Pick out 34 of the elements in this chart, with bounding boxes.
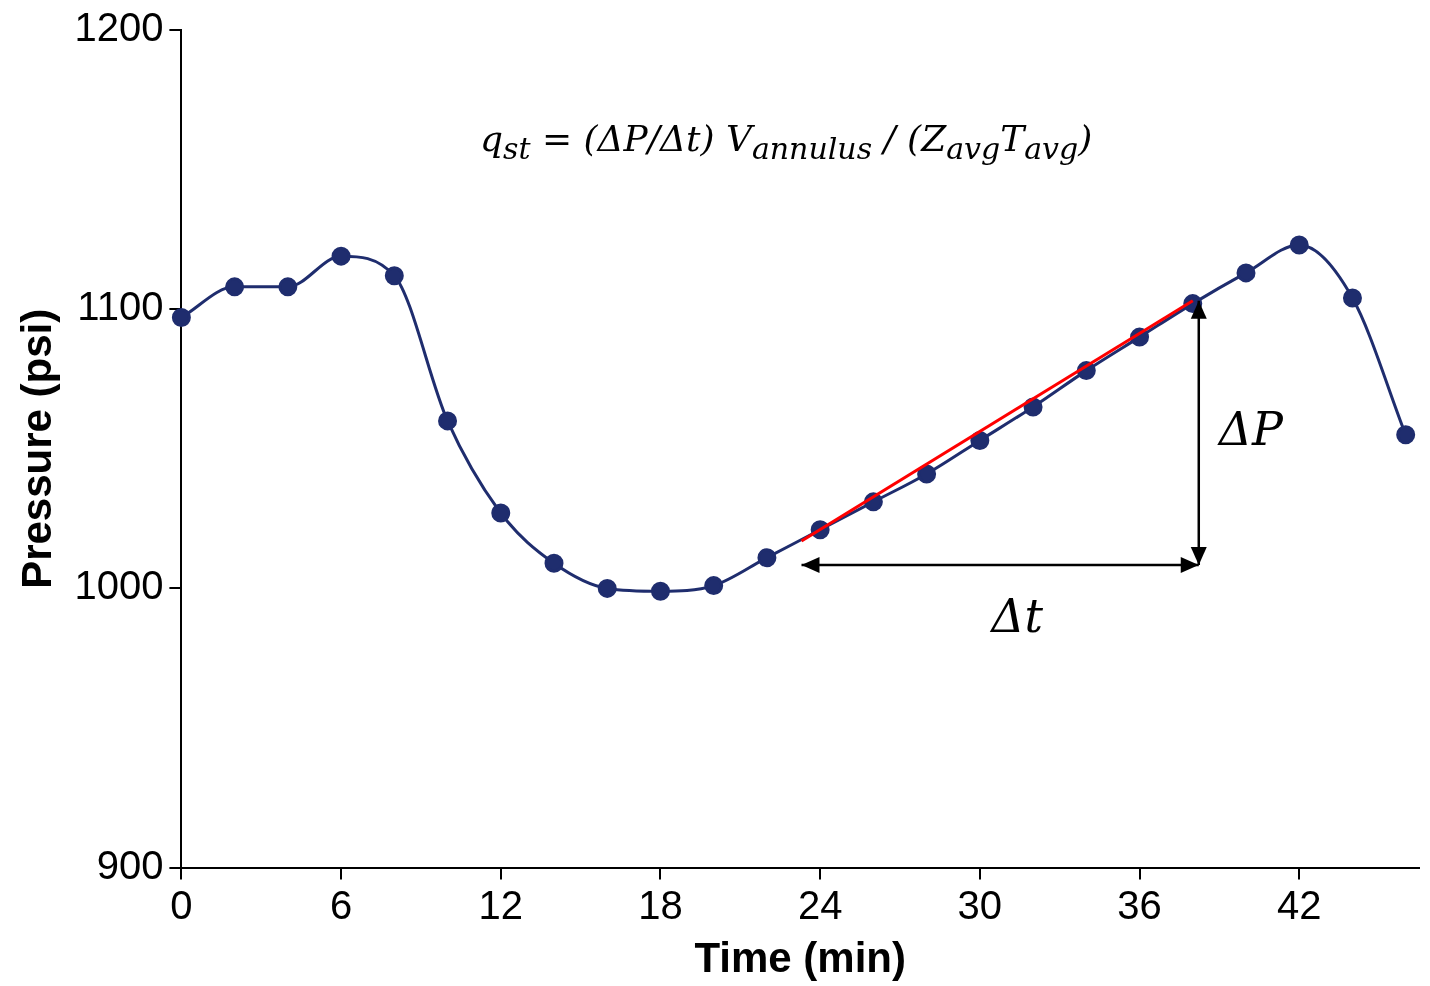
point [597,578,617,598]
point [225,277,245,297]
x-axis-title: Time (min) [694,934,906,982]
y-tick-label: 900 [96,842,164,887]
x-tick-label: 6 [329,882,353,927]
point [1342,288,1362,308]
point [384,266,404,286]
point [650,581,670,601]
y-tick-label: 1200 [74,5,164,50]
x-tick-label: 12 [478,882,524,927]
y-axis-title: Pressure (psi) [12,308,60,589]
y-tick-label: 1100 [77,284,164,329]
point [331,246,351,266]
text: q$_{st}$ = (ΔP/Δt) V$_{annulus}$ / (Z$_{avg}$T$_{avg}$) [480,118,1093,167]
point [1289,235,1309,255]
y-tick-label: 1000 [74,563,164,608]
point [757,548,777,568]
point [438,411,458,431]
point [1236,263,1256,283]
point [278,277,298,297]
annotation: Δt [989,588,1044,643]
point [704,576,724,596]
x-tick-label: 18 [638,882,683,927]
x-tick-label: 30 [957,882,1003,927]
x-tick-label: 36 [1117,882,1162,927]
x-tick-label: 24 [797,882,843,927]
x-tick-label: 0 [170,882,193,927]
annotation: ΔP [1216,401,1284,456]
point [171,308,191,328]
point [1396,425,1416,445]
x-tick-label: 42 [1276,882,1322,927]
point [491,503,511,523]
point [917,464,937,484]
point [544,553,564,573]
